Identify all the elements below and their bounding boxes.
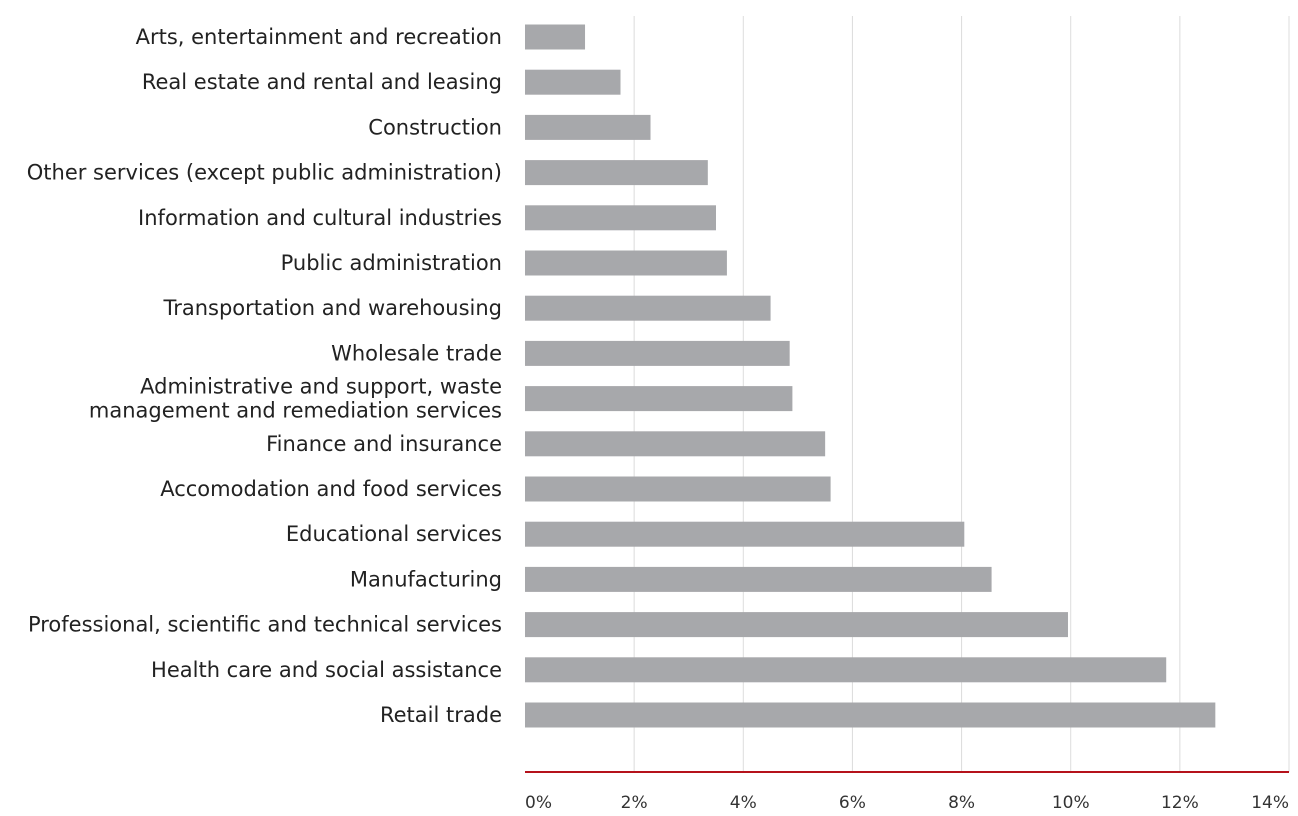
category-label: management and remediation services [89,399,502,423]
category-label: Information and cultural industries [138,206,502,230]
x-tick-label: 8% [948,793,975,813]
bar-retail-trade [525,702,1216,728]
category-label: Transportation and warehousing [162,296,502,320]
category-label: Real estate and rental and leasing [142,70,502,94]
category-label: Manufacturing [350,567,502,591]
x-axis-ticks: 0% 2% 4% 6% 8% 10% 12% 14% [525,793,1289,813]
bar-transportation-and-warehousing [525,295,771,321]
x-tick-label: 14% [1251,793,1289,813]
x-tick-label: 6% [839,793,866,813]
bar-other-services-except-public-administration [525,160,708,186]
category-label: Other services (except public administra… [27,161,502,185]
bar-administrative-and-support-waste-management-and-remediation-services [525,386,793,412]
bars [525,24,1216,728]
x-tick-label: 0% [525,793,552,813]
category-label: Construction [368,115,502,139]
bar-manufacturing [525,566,992,592]
bar-arts-entertainment-and-recreation [525,24,586,50]
category-label: Public administration [281,251,502,275]
category-label: Professional, scientific and technical s… [28,613,502,637]
bar-construction [525,114,651,140]
bar-health-care-and-social-assistance [525,657,1167,683]
bar-public-administration [525,250,727,276]
bar-finance-and-insurance [525,431,826,457]
x-tick-label: 2% [621,793,648,813]
category-label: Accomodation and food services [160,477,502,501]
bar-professional-scientific-and-technical-services [525,612,1068,638]
bar-educational-services [525,521,965,547]
category-label: Finance and insurance [266,432,502,456]
bar-information-and-cultural-industries [525,205,716,231]
bar-real-estate-and-rental-and-leasing [525,69,621,95]
x-tick-label: 12% [1161,793,1199,813]
category-label: Wholesale trade [331,341,502,365]
bar-accomodation-and-food-services [525,476,831,502]
x-tick-label: 10% [1052,793,1090,813]
category-label: Arts, entertainment and recreation [136,25,502,49]
category-label: Educational services [286,522,502,546]
grid-lines [633,16,1290,772]
x-tick-label: 4% [730,793,757,813]
category-label: Administrative and support, waste [140,375,502,399]
category-label: Retail trade [380,703,502,727]
category-label: Health care and social assistance [151,658,502,682]
category-labels: Arts, entertainment and recreation Real e… [27,25,502,727]
bar-wholesale-trade [525,340,790,366]
